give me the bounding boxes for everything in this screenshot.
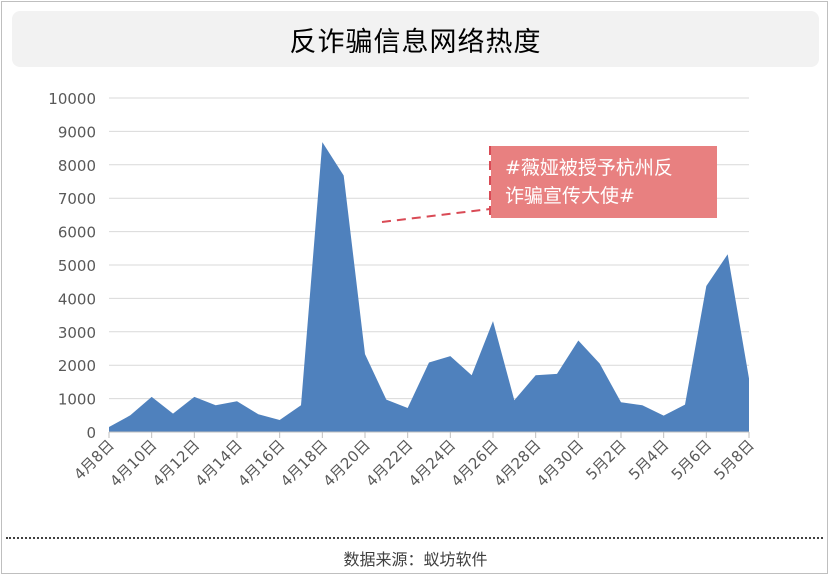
y-tick-label: 10000 — [48, 90, 96, 108]
y-tick-label: 8000 — [58, 157, 96, 175]
y-tick-label: 2000 — [58, 357, 96, 375]
y-tick-label: 5000 — [58, 257, 96, 275]
chart-title: 反诈骗信息网络热度 — [289, 26, 542, 58]
annotation-leader — [381, 208, 491, 223]
x-tick-label: 5月4日 — [625, 436, 672, 483]
y-tick-label: 3000 — [58, 324, 96, 342]
y-tick-label: 9000 — [58, 123, 96, 141]
footer-divider — [6, 537, 823, 539]
y-tick-label: 0 — [86, 424, 96, 442]
y-tick-label: 7000 — [58, 190, 96, 208]
title-banner: 反诈骗信息网络热度 — [12, 11, 819, 67]
y-tick-label: 6000 — [58, 224, 96, 242]
annotation-box — [491, 146, 717, 218]
annotation-line-2: 诈骗宣传大使# — [505, 185, 635, 207]
y-tick-label: 1000 — [58, 391, 96, 409]
y-tick-label: 4000 — [58, 290, 96, 308]
source-note: 数据来源：蚁坊软件 — [343, 550, 488, 569]
annotation-line-1: #薇娅被授予杭州反 — [505, 157, 673, 179]
x-tick-label: 5月6日 — [668, 436, 715, 483]
x-tick-label: 5月8日 — [710, 436, 757, 483]
x-tick-label: 5月2日 — [582, 436, 629, 483]
area-series — [109, 142, 749, 432]
x-tick-label: 4月30日 — [533, 436, 587, 490]
